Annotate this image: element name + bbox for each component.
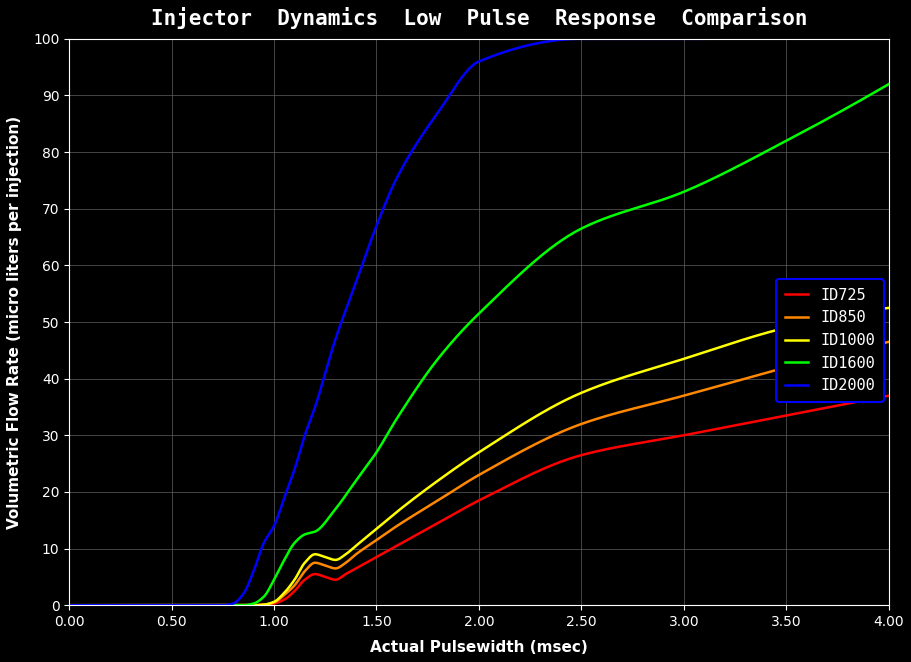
ID850 (884, 338, 895, 346)
Y-axis label: Volumetric Flow Rate (micro liters per injection): Volumetric Flow Rate (micro liters per i… (7, 115, 22, 528)
ID850 (414, 508, 425, 516)
ID1600 (867, 89, 878, 97)
ID1000 (206, 601, 217, 609)
ID850 (378, 532, 389, 540)
ID850 (64, 601, 75, 609)
ID725 (867, 395, 878, 402)
ID2000 (136, 601, 147, 609)
ID1000 (779, 324, 790, 332)
ID725 (414, 530, 425, 538)
ID1600 (206, 601, 217, 609)
ID1600 (779, 138, 790, 146)
ID725 (884, 392, 895, 400)
ID1600 (378, 437, 389, 445)
ID2000 (174, 601, 185, 609)
ID725 (158, 601, 169, 609)
ID850 (779, 364, 790, 372)
ID1600 (64, 601, 75, 609)
Legend: ID725, ID850, ID1000, ID1600, ID2000: ID725, ID850, ID1000, ID1600, ID2000 (776, 279, 885, 402)
ID725 (378, 549, 389, 557)
ID2000 (307, 410, 318, 418)
ID1000 (884, 304, 895, 312)
ID2000 (334, 321, 345, 329)
Line: ID1600: ID1600 (69, 84, 889, 605)
ID725 (779, 412, 790, 420)
ID2000 (576, 35, 587, 43)
ID725 (206, 601, 217, 609)
ID2000 (687, 35, 698, 43)
Line: ID1000: ID1000 (69, 308, 889, 605)
X-axis label: Actual Pulsewidth (msec): Actual Pulsewidth (msec) (370, 640, 588, 655)
Line: ID2000: ID2000 (69, 39, 704, 605)
ID850 (867, 342, 878, 350)
ID2000 (64, 601, 75, 609)
Line: ID850: ID850 (69, 342, 889, 605)
ID850 (158, 601, 169, 609)
ID2000 (619, 35, 630, 43)
Title: Injector  Dynamics  Low  Pulse  Response  Comparison: Injector Dynamics Low Pulse Response Com… (150, 7, 807, 29)
ID1600 (884, 80, 895, 88)
ID1000 (64, 601, 75, 609)
Line: ID725: ID725 (69, 396, 889, 605)
ID1000 (158, 601, 169, 609)
ID725 (64, 601, 75, 609)
ID850 (206, 601, 217, 609)
ID1000 (378, 519, 389, 527)
ID1000 (414, 491, 425, 498)
ID1600 (414, 381, 425, 389)
ID1000 (867, 307, 878, 314)
ID1600 (158, 601, 169, 609)
ID2000 (699, 35, 710, 43)
